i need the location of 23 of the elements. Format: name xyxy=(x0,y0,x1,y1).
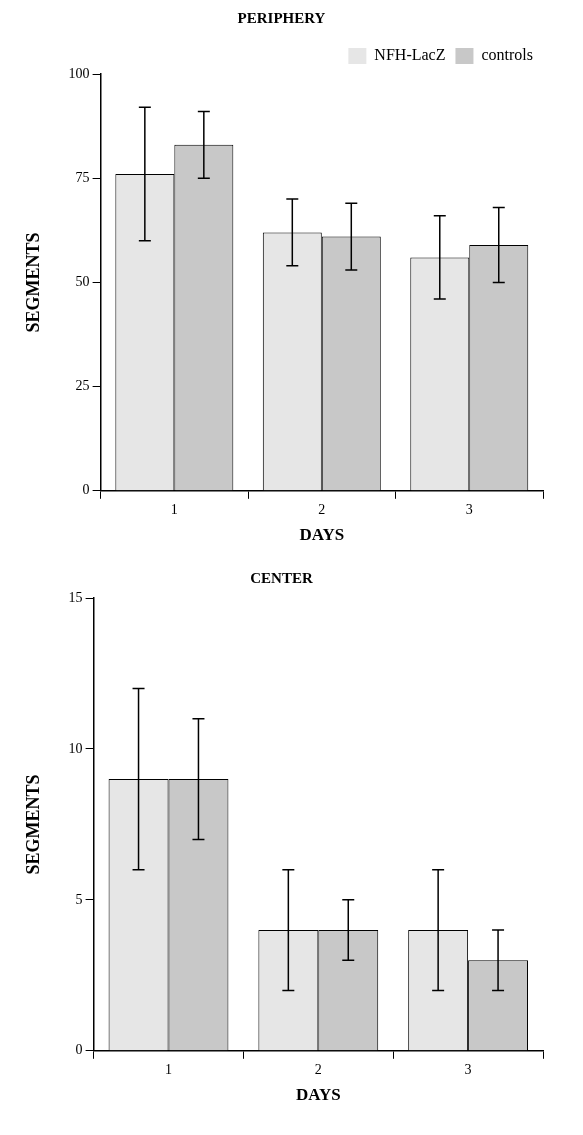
y-tick-label: 100 xyxy=(68,65,90,81)
x-axis-title: DAYS xyxy=(299,525,345,545)
x-axis-title: DAYS xyxy=(295,1085,341,1105)
legend-label: controls xyxy=(481,46,533,64)
x-tick-label: 3 xyxy=(464,1061,472,1077)
x-tick-label: 2 xyxy=(314,1061,322,1077)
y-tick-label: 0 xyxy=(82,482,90,498)
y-tick-label: 5 xyxy=(75,891,83,907)
x-tick-label: 2 xyxy=(318,501,326,517)
y-tick-label: 25 xyxy=(75,378,90,394)
chart-title: CENTER xyxy=(250,569,313,586)
y-axis-title: SEGMENTS xyxy=(23,232,44,333)
x-tick-label: 3 xyxy=(465,501,473,517)
x-tick-label: 1 xyxy=(165,1061,172,1077)
y-axis-title: SEGMENTS xyxy=(23,774,44,875)
y-tick-label: 15 xyxy=(68,589,83,605)
y-tick-label: 10 xyxy=(68,740,83,756)
legend-label: NFH-LacZ xyxy=(374,46,446,64)
y-tick-label: 50 xyxy=(75,274,90,290)
x-tick-label: 1 xyxy=(170,501,178,517)
chart-title: PERIPHERY xyxy=(237,9,326,26)
y-tick-label: 0 xyxy=(75,1042,83,1058)
y-tick-label: 75 xyxy=(75,169,90,185)
